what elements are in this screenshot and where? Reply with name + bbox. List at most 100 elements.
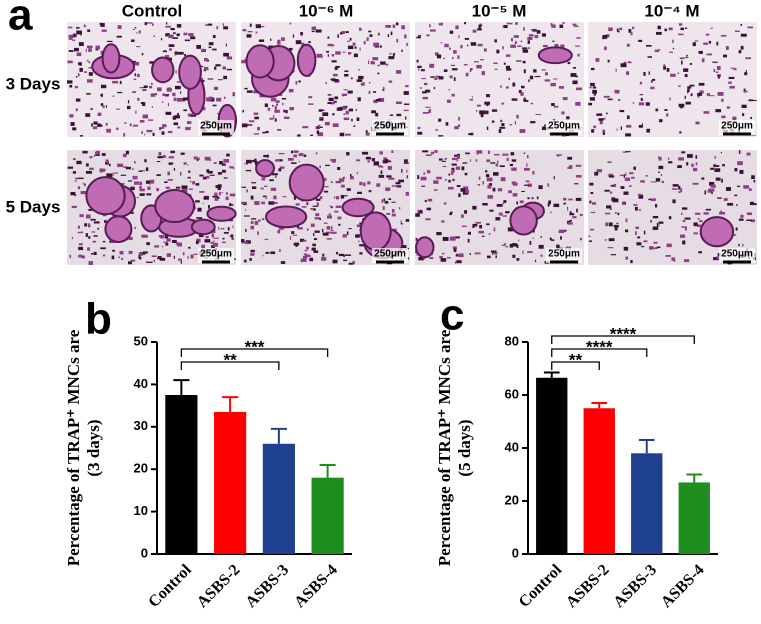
speck xyxy=(736,185,741,187)
speck xyxy=(331,78,336,82)
speck xyxy=(371,158,375,162)
speck xyxy=(516,201,519,205)
speck xyxy=(739,169,744,174)
speck xyxy=(692,167,698,172)
speck xyxy=(183,97,189,101)
speck xyxy=(750,116,752,120)
speck xyxy=(244,259,247,263)
speck xyxy=(354,46,357,49)
speck xyxy=(720,35,727,37)
speck xyxy=(365,130,368,133)
speck xyxy=(472,223,478,227)
speck xyxy=(130,259,136,262)
speck xyxy=(461,225,467,228)
speck xyxy=(292,34,295,38)
speck xyxy=(426,34,430,37)
speck xyxy=(166,22,168,25)
speck xyxy=(635,231,637,236)
speck xyxy=(80,34,82,36)
speck xyxy=(547,202,550,207)
speck xyxy=(454,126,459,130)
speck xyxy=(419,210,422,213)
speck xyxy=(128,250,133,254)
speck xyxy=(451,93,455,97)
speck xyxy=(699,90,704,94)
speck xyxy=(314,217,320,220)
speck xyxy=(82,182,84,185)
speck xyxy=(566,116,570,120)
speck xyxy=(342,195,348,197)
speck xyxy=(93,221,100,224)
speck xyxy=(494,153,500,156)
speck xyxy=(362,151,369,155)
speck xyxy=(626,43,630,47)
speck xyxy=(139,181,143,186)
speck xyxy=(332,73,338,77)
speck xyxy=(73,33,76,38)
speck xyxy=(447,186,454,190)
speck xyxy=(244,58,247,62)
speck xyxy=(438,23,443,26)
speck xyxy=(632,26,635,30)
speck xyxy=(461,166,465,171)
speck xyxy=(330,226,333,230)
speck xyxy=(78,246,84,251)
speck xyxy=(160,37,163,41)
speck xyxy=(493,62,498,64)
panel-label: a xyxy=(8,0,33,40)
speck xyxy=(608,27,613,31)
speck xyxy=(213,237,219,239)
speck xyxy=(198,233,204,238)
speck xyxy=(261,177,266,181)
speck xyxy=(417,131,423,135)
speck xyxy=(112,249,116,252)
speck xyxy=(333,100,337,102)
speck xyxy=(149,85,153,89)
speck xyxy=(626,124,632,128)
osteoclast xyxy=(206,205,237,222)
speck xyxy=(132,69,136,71)
speck xyxy=(288,47,293,51)
speck xyxy=(415,250,417,254)
speck xyxy=(324,121,330,126)
speck xyxy=(442,165,447,168)
speck xyxy=(250,221,254,224)
speck xyxy=(147,186,151,190)
speck xyxy=(141,131,143,134)
speck xyxy=(310,134,314,137)
speck xyxy=(499,165,505,168)
speck xyxy=(140,170,146,172)
speck xyxy=(523,27,525,31)
speck xyxy=(344,70,349,73)
speck xyxy=(523,184,529,186)
speck xyxy=(334,96,339,100)
speck xyxy=(201,244,205,249)
speck xyxy=(213,162,217,164)
scale-bar-label: 250μm xyxy=(200,121,232,132)
speck xyxy=(438,118,442,122)
osteoclast xyxy=(537,46,573,65)
speck xyxy=(619,27,623,31)
speck xyxy=(455,261,457,264)
speck xyxy=(230,234,234,238)
speck xyxy=(678,85,681,87)
speck xyxy=(736,204,738,206)
speck xyxy=(142,89,147,91)
speck xyxy=(263,185,268,187)
speck xyxy=(502,202,505,205)
speck xyxy=(396,185,402,188)
speck xyxy=(288,88,294,93)
speck xyxy=(74,85,79,89)
speck xyxy=(388,177,395,180)
speck xyxy=(656,246,661,249)
speck xyxy=(78,254,83,258)
speck xyxy=(316,202,319,207)
speck xyxy=(445,122,449,126)
speck xyxy=(595,58,600,62)
speck xyxy=(215,64,221,67)
speck xyxy=(680,188,683,193)
speck xyxy=(547,183,550,187)
speck xyxy=(385,63,389,66)
speck xyxy=(750,219,755,223)
speck xyxy=(563,197,567,201)
